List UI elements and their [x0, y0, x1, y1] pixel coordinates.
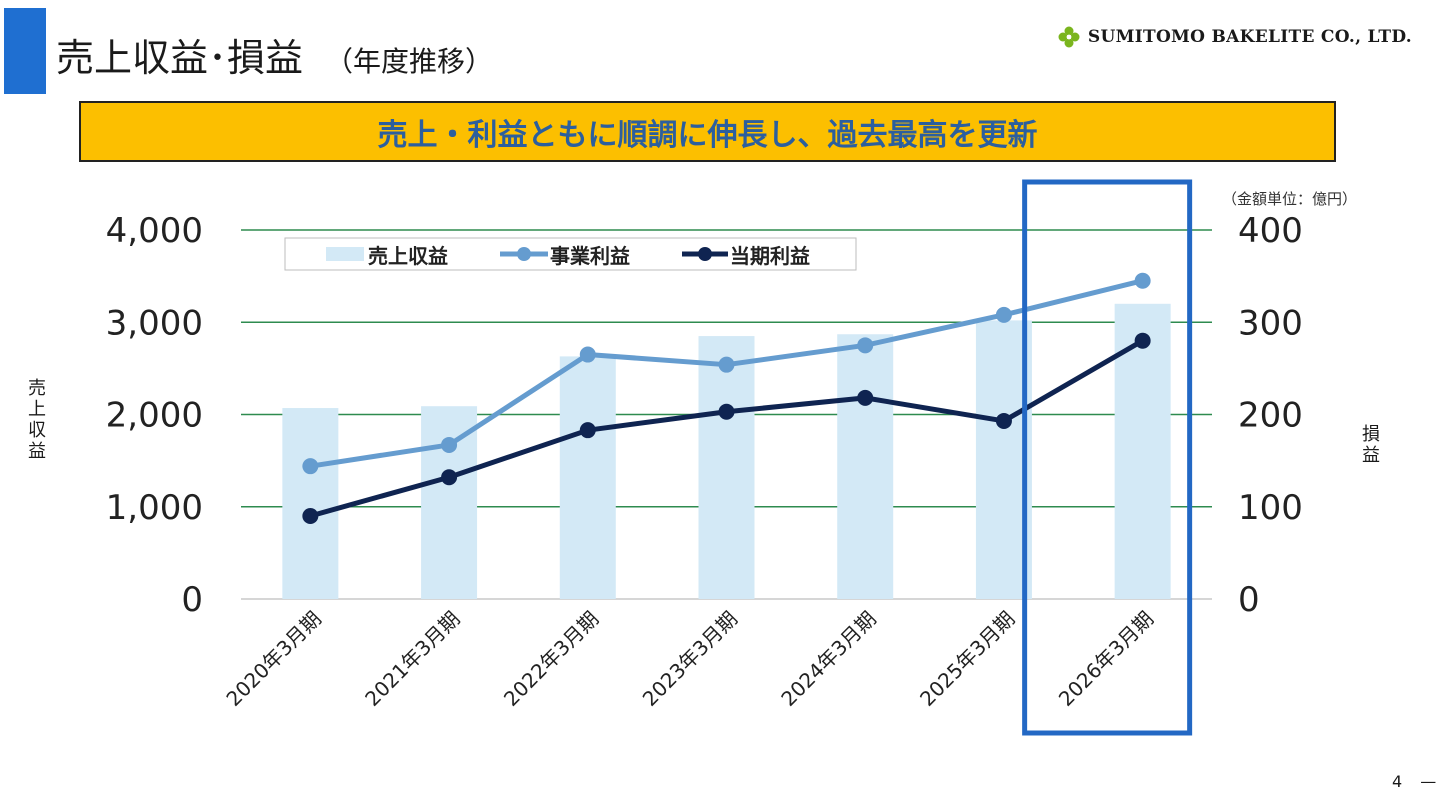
title-subtitle: （年度推移） [325, 45, 494, 78]
y-right-axis-title: 損益 [1362, 424, 1380, 466]
y-left-tick-label: 2,000 [106, 396, 203, 436]
net-profit-point [857, 389, 874, 406]
y-left-tick-label: 1,000 [106, 488, 203, 528]
net-profit-point [718, 403, 735, 420]
y-right-tick-label: 0 [1238, 580, 1260, 620]
title-main: 売上収益･損益 [56, 36, 304, 80]
legend-sales-label: 売上収益 [368, 244, 448, 268]
operating-profit-point [995, 306, 1012, 323]
y-right-tick-label: 300 [1238, 303, 1303, 343]
net-profit-point [302, 507, 319, 524]
y-left-tick-label: 0 [181, 580, 203, 620]
company-name: SUMITOMO BAKELITE CO., LTD. [1087, 27, 1412, 47]
sales-bar [559, 356, 616, 599]
operating-profit-point [579, 346, 596, 363]
y-left-tick-label: 3,000 [106, 303, 203, 343]
legend-sales-swatch [326, 247, 364, 261]
headline-banner: 売上・利益ともに順調に伸長し、過去最高を更新 [79, 101, 1336, 162]
operating-profit-point [718, 356, 735, 373]
operating-profit-point [857, 337, 874, 354]
legend-operating-label: 事業利益 [550, 244, 630, 268]
y-left-tick-label: 4,000 [106, 211, 203, 251]
operating-profit-point [302, 458, 319, 475]
page-dash: — [1420, 772, 1437, 791]
highlight-frame [1022, 179, 1193, 736]
title-accent-bar [4, 8, 46, 94]
operating-profit-point [441, 436, 458, 453]
net-profit-point [995, 412, 1012, 429]
net-profit-point [1134, 332, 1151, 349]
company-logo-icon [1058, 26, 1080, 48]
y-right-tick-label: 200 [1238, 396, 1303, 436]
legend-net-marker [698, 247, 712, 261]
x-tick-label: 2026年3月期 [1054, 607, 1158, 711]
y-right-tick-label: 100 [1238, 488, 1303, 528]
legend-net-label: 当期利益 [730, 244, 810, 268]
y-right-tick-label: 400 [1238, 211, 1303, 251]
x-tick-label: 2020年3月期 [222, 607, 326, 711]
net-profit-point [441, 469, 458, 486]
x-tick-label: 2024年3月期 [776, 607, 880, 711]
net-profit-point [579, 422, 596, 439]
company-logo: SUMITOMO BAKELITE CO., LTD. [1058, 26, 1412, 48]
x-tick-label: 2022年3月期 [499, 607, 603, 711]
sales-bar [282, 408, 339, 599]
page-number: 4— [1392, 772, 1436, 791]
x-tick-label: 2023年3月期 [638, 607, 742, 711]
page-number-value: 4 [1392, 772, 1403, 791]
x-tick-label: 2025年3月期 [915, 607, 1019, 711]
x-tick-label: 2021年3月期 [360, 607, 464, 711]
sales-bar [698, 336, 755, 599]
legend-operating-marker [517, 247, 531, 261]
unit-note: （金額単位：億円） [1222, 190, 1358, 208]
legend-box [284, 237, 857, 271]
operating-profit-point [1134, 272, 1151, 289]
sales-bar [837, 334, 894, 599]
y-left-axis-title: 売上収益 [28, 378, 46, 462]
page-title: 売上収益･損益 （年度推移） [56, 34, 493, 86]
